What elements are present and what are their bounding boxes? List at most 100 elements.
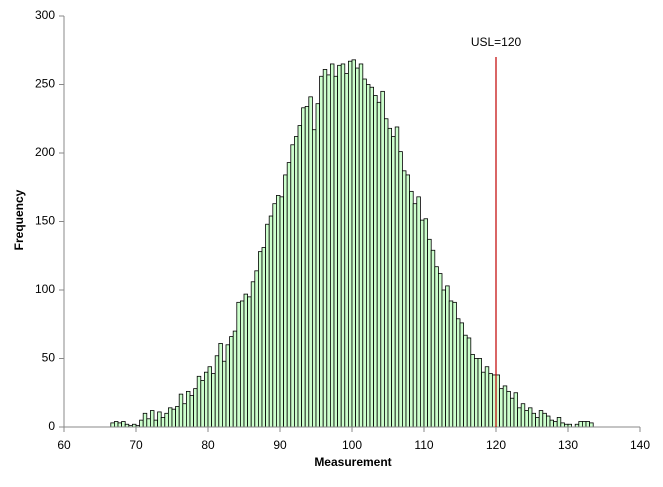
- x-tick-label: 130: [558, 438, 578, 452]
- x-tick-label: 110: [414, 438, 433, 452]
- bar: [394, 126, 400, 428]
- bar: [304, 106, 310, 428]
- bar: [513, 392, 518, 428]
- bar: [355, 67, 360, 428]
- x-tick-label: 140: [630, 438, 650, 452]
- bar: [452, 301, 457, 428]
- bar: [117, 422, 122, 428]
- bar: [254, 270, 259, 428]
- y-tick-label: 300: [35, 8, 55, 22]
- bar: [347, 60, 353, 428]
- bar: [405, 174, 410, 428]
- bar: [221, 360, 227, 428]
- bar: [178, 393, 184, 428]
- bar: [365, 84, 371, 428]
- bar: [196, 375, 202, 428]
- bar: [257, 251, 263, 428]
- bar: [380, 90, 385, 428]
- bar: [286, 162, 292, 428]
- bar: [247, 296, 252, 428]
- bar: [430, 249, 436, 428]
- bar: [423, 218, 428, 428]
- bar: [297, 125, 302, 428]
- bar: [582, 421, 587, 428]
- bar: [207, 366, 212, 428]
- bar: [445, 285, 450, 428]
- bar: [175, 406, 180, 428]
- y-axis-label: Frequency: [12, 189, 26, 250]
- bar: [517, 407, 522, 428]
- bar: [272, 203, 277, 428]
- bar: [232, 330, 238, 428]
- bar: [589, 422, 594, 428]
- bar: [398, 151, 403, 428]
- bar: [376, 101, 382, 428]
- y-tick-label: 250: [35, 77, 55, 91]
- bar: [412, 203, 418, 428]
- bar: [308, 96, 313, 428]
- bar: [470, 353, 475, 428]
- bar: [488, 373, 493, 428]
- bar: [528, 407, 533, 428]
- bar: [455, 318, 461, 428]
- bar: [344, 73, 349, 428]
- bar: [409, 190, 414, 428]
- bar: [329, 63, 335, 428]
- bar: [546, 415, 551, 428]
- bar: [459, 322, 464, 428]
- bar: [499, 388, 504, 428]
- bar: [383, 118, 389, 428]
- bar: [473, 358, 479, 428]
- bar: [164, 412, 169, 428]
- bar: [142, 412, 148, 428]
- bar: [167, 407, 173, 428]
- bar: [315, 103, 320, 428]
- bar: [185, 390, 191, 428]
- bar: [419, 219, 425, 428]
- bar: [218, 343, 223, 428]
- x-tick-label: 80: [201, 438, 215, 452]
- y-tick-label: 200: [35, 145, 55, 159]
- bar: [239, 300, 245, 428]
- bar: [520, 403, 526, 428]
- bar: [283, 174, 288, 428]
- bar: [362, 78, 367, 428]
- bar: [182, 403, 187, 428]
- bar: [427, 238, 432, 428]
- bar: [214, 355, 220, 428]
- bar: [448, 300, 454, 428]
- bar: [437, 273, 443, 428]
- bar: [114, 421, 119, 428]
- bar: [211, 373, 216, 428]
- x-tick-label: 120: [486, 438, 506, 452]
- bar: [531, 412, 536, 428]
- bar: [319, 75, 324, 428]
- bar: [265, 223, 270, 428]
- bar: [203, 371, 209, 428]
- bar: [243, 293, 248, 428]
- bar: [293, 136, 299, 428]
- bar: [250, 281, 256, 428]
- bar: [193, 388, 198, 428]
- bar: [149, 410, 155, 428]
- y-tick-label: 150: [35, 214, 55, 228]
- bar: [275, 195, 281, 428]
- bar: [466, 337, 472, 428]
- bar: [477, 358, 482, 428]
- bar: [333, 75, 338, 428]
- bar: [229, 336, 234, 428]
- bar: [387, 127, 392, 428]
- bar: [391, 136, 396, 428]
- bar: [157, 411, 162, 428]
- y-tick-label: 0: [48, 419, 55, 433]
- bar: [146, 418, 151, 428]
- bar: [434, 266, 439, 428]
- bar: [110, 422, 115, 428]
- bar: [369, 86, 374, 428]
- x-tick-label: 100: [342, 438, 362, 452]
- bar: [121, 421, 126, 428]
- bar: [326, 74, 331, 428]
- y-tick-label: 50: [42, 351, 56, 365]
- bar: [463, 334, 468, 428]
